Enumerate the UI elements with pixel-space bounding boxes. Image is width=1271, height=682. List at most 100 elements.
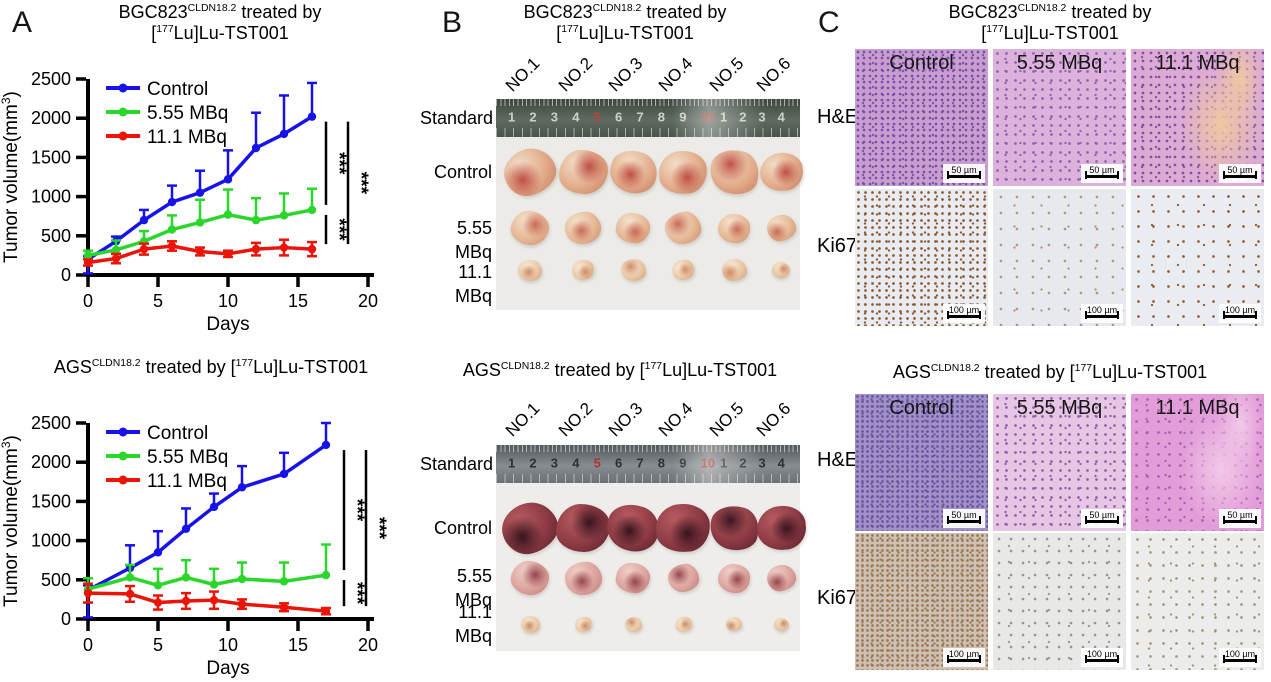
- data-point: [223, 175, 233, 184]
- data-point: [125, 589, 135, 599]
- tumor-specimen: [519, 614, 541, 634]
- y-tick-label: 500: [41, 226, 71, 246]
- scale-bar: 100 µm: [1219, 648, 1261, 667]
- micrograph-ki67-2: 100 µm: [993, 189, 1126, 326]
- dose-column-label: Control: [889, 397, 954, 419]
- scale-bar-line: [947, 516, 981, 524]
- scale-bar-line: [1085, 171, 1119, 179]
- ruler-number: 2: [529, 109, 536, 124]
- ruler-number: 7: [636, 455, 643, 470]
- cell-line-sup: CLDN18.2: [187, 3, 237, 14]
- tumor-specimen: [601, 498, 665, 558]
- data-point: [237, 599, 247, 609]
- panel-a: A BGC823CLDN18.2 treated by [177Lu]Lu-TS…: [0, 0, 420, 682]
- ruler-number: 3: [551, 455, 558, 470]
- scale-bar-label: 50 µm: [1227, 510, 1253, 520]
- x-tick-label: 5: [153, 635, 163, 655]
- data-point: [237, 574, 247, 584]
- ruler-number: 9: [679, 455, 686, 470]
- specimen-number-label: NO.3: [604, 53, 647, 96]
- x-axis-title: Days: [206, 314, 249, 335]
- data-point: [251, 215, 261, 225]
- specimen-number-label: NO.5: [705, 53, 748, 96]
- treated-by-text: treated by: [236, 2, 322, 22]
- tumor-specimen: [657, 149, 709, 195]
- tumor-specimen: [669, 257, 697, 283]
- scale-bar-label: 100 µm: [1086, 305, 1118, 315]
- tumor-specimen: [562, 209, 604, 247]
- data-point: [307, 205, 317, 215]
- treatment-row-label: 5.55 MBq: [454, 566, 492, 610]
- treated-by-text: treated by: [549, 360, 640, 380]
- micrograph-he-1: Control 50 µm: [855, 49, 988, 186]
- micrograph-he-2: 5.55 MBq 50 µm: [993, 49, 1126, 186]
- data-point: [251, 244, 261, 254]
- dose-column-label: 5.55 MBq: [1016, 52, 1103, 74]
- tumor-specimen: [620, 258, 646, 282]
- tumor-specimen: [613, 210, 653, 246]
- chart-bgc-title-line1: BGC823CLDN18.2 treated by: [30, 2, 410, 23]
- scale-bar-line: [1223, 311, 1257, 319]
- treated-by-text: treated by: [641, 2, 727, 22]
- significance-stars: ***: [350, 172, 371, 195]
- x-tick-label: 10: [218, 635, 238, 655]
- ruler-number: 3: [551, 109, 558, 124]
- micrograph-he-3: 11.1 MBq 50 µm: [1131, 394, 1264, 531]
- data-point: [181, 524, 191, 534]
- scale-bar-label: 100 µm: [948, 305, 980, 315]
- ruler-sheen: [496, 99, 800, 137]
- dose-column-label: Control: [889, 52, 954, 74]
- histology-bgc-title: BGC823CLDN18.2 treated by [177Lu]Lu-TST0…: [850, 2, 1250, 44]
- tumor-specimen: [654, 502, 712, 554]
- stain-row-label-he: H&E: [817, 106, 859, 128]
- x-tick-label: 10: [218, 291, 238, 311]
- isotope-name: Lu]Lu-TST001: [578, 23, 694, 43]
- data-point: [321, 570, 331, 580]
- cell-line-name: BGC823: [118, 2, 188, 22]
- data-point: [181, 596, 191, 606]
- cell-line-name: AGS: [462, 360, 501, 380]
- isotope-name: Lu]Lu-TST001: [1092, 362, 1208, 382]
- cell-line-name: AGS: [892, 362, 931, 382]
- data-point: [237, 483, 247, 492]
- data-point: [279, 577, 289, 586]
- ruler-number: 5: [594, 109, 601, 124]
- tumor-specimen: [508, 207, 552, 249]
- data-point: [83, 251, 93, 260]
- treated-by-text: treated by: [140, 357, 231, 377]
- ruler-number: 1: [508, 109, 515, 124]
- scale-bar: 100 µm: [943, 304, 985, 323]
- scale-bar: 50 µm: [943, 164, 985, 183]
- tumor-specimen: [604, 145, 662, 199]
- data-point: [167, 197, 177, 207]
- ruler-number: 1: [508, 455, 515, 470]
- y-axis-title: Tumor volume(mm3): [0, 91, 22, 263]
- tumor-specimen: [572, 614, 594, 634]
- significance-stars: ***: [346, 499, 367, 522]
- isotope-bracket: [: [556, 23, 562, 43]
- data-point: [307, 112, 317, 121]
- scale-bar-line: [1085, 516, 1119, 524]
- y-tick-label: 2500: [31, 69, 71, 89]
- data-point: [209, 595, 219, 605]
- scale-bar-label: 50 µm: [1089, 165, 1115, 175]
- legend-label: 11.1 MBq: [147, 471, 227, 492]
- stain-row-label-he: H&E: [817, 449, 859, 471]
- y-tick-label: 2500: [31, 413, 71, 433]
- scale-bar-line: [947, 311, 981, 319]
- data-point: [195, 188, 205, 197]
- ruler: 123456789101234: [496, 445, 800, 483]
- ruler-number: 4: [572, 109, 579, 124]
- scale-bar-label: 100 µm: [948, 649, 980, 659]
- ruler-inch-ticks: [496, 474, 800, 483]
- data-point: [153, 581, 163, 590]
- specimen-number-label: NO.3: [604, 398, 647, 441]
- ruler: 123456789101234: [496, 99, 800, 137]
- tumor-specimen: [495, 495, 565, 561]
- cell-line-sup: CLDN18.2: [500, 361, 550, 372]
- stain-row-label-ki67: Ki67: [817, 587, 858, 609]
- tumor-specimen: [517, 258, 543, 282]
- scale-bar: 100 µm: [1081, 304, 1123, 323]
- data-point: [167, 225, 177, 234]
- scale-bar: 100 µm: [1219, 304, 1261, 323]
